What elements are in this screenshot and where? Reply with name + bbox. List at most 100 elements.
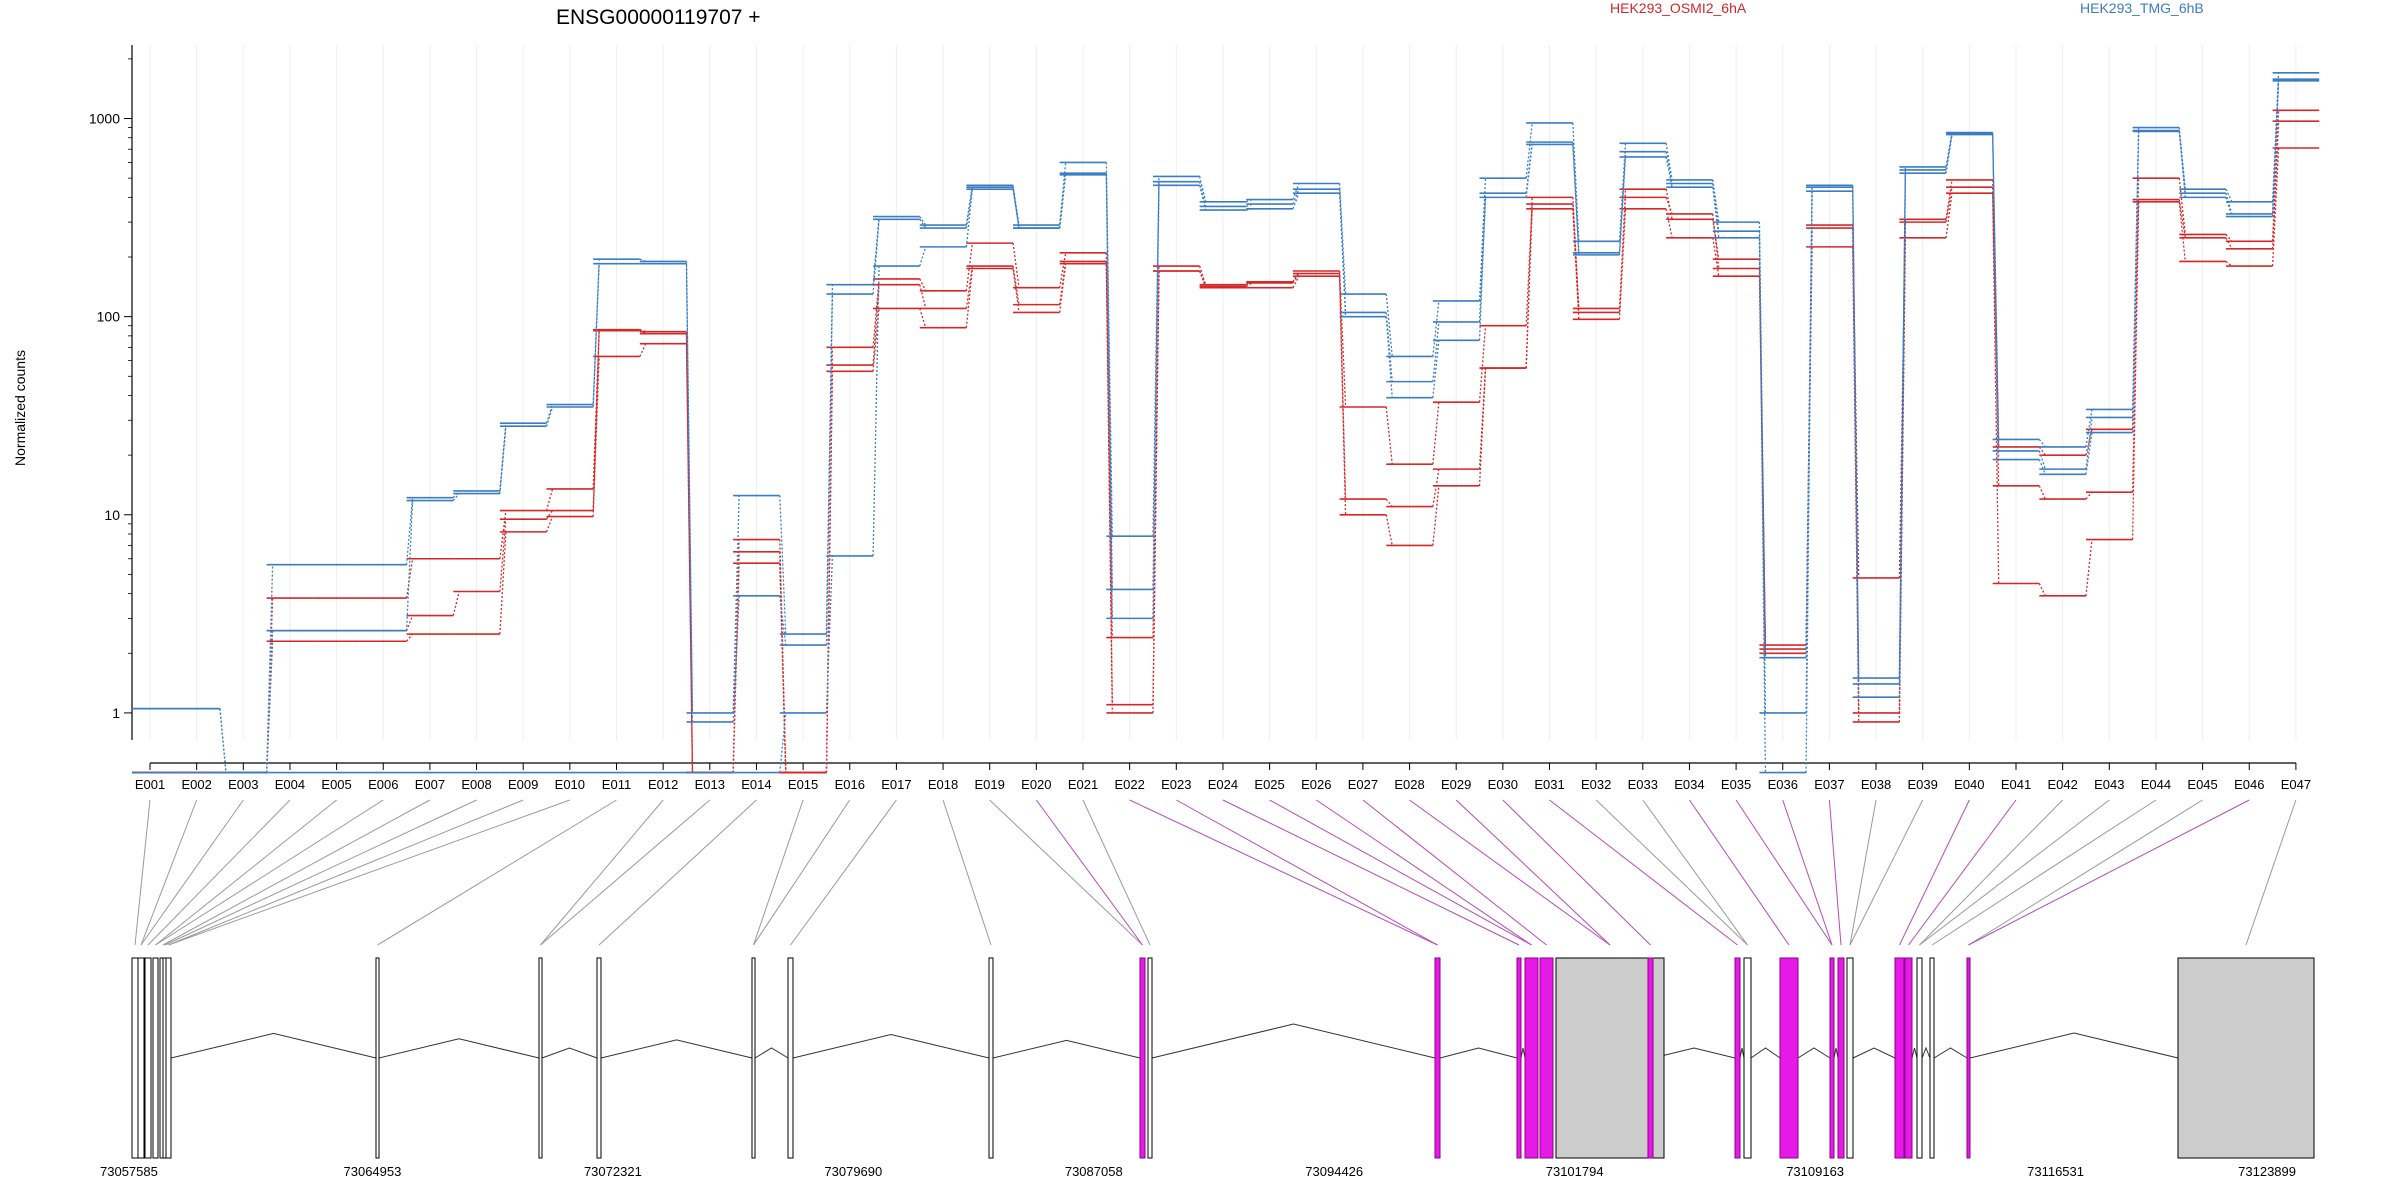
- intron: [792, 1033, 990, 1059]
- series-step: [1852, 191, 1860, 698]
- x-tick-label-e029: E029: [1441, 777, 1471, 792]
- series-step: [1059, 174, 1067, 229]
- connector-e040: [1899, 799, 1970, 946]
- series-step: [965, 189, 974, 247]
- series-step: [779, 712, 787, 773]
- intron: [1797, 1047, 1831, 1059]
- series-step: [1572, 144, 1580, 255]
- connector-e043: [1919, 799, 2110, 946]
- connector-e009: [168, 799, 524, 946]
- series-step: [1385, 316, 1393, 398]
- series-step: [919, 216, 927, 226]
- x-tick-label-e017: E017: [881, 777, 911, 792]
- series-step: [779, 595, 787, 646]
- series-step: [1712, 237, 1720, 277]
- exon-e024: [1516, 957, 1522, 1159]
- exon-e005: [152, 957, 159, 1159]
- series-step: [1525, 144, 1533, 198]
- x-tick-label-e020: E020: [1021, 777, 1051, 792]
- connector-e039: [1849, 799, 1924, 946]
- x-tick-label-e036: E036: [1768, 777, 1798, 792]
- intron: [541, 1047, 598, 1059]
- series-step: [1758, 237, 1767, 773]
- series-step: [1338, 193, 1347, 317]
- x-tick-label-e019: E019: [975, 777, 1005, 792]
- exon-e017: [787, 957, 794, 1159]
- y-tick-label: 100: [97, 309, 121, 325]
- series-step: [872, 284, 880, 366]
- x-tick-label-e040: E040: [1954, 777, 1984, 792]
- connector-e002: [140, 799, 198, 946]
- series-step: [1478, 178, 1487, 301]
- connector-e005: [155, 799, 337, 946]
- series-5: [132, 78, 2320, 774]
- connector-e046: [1968, 799, 2250, 946]
- genomic-coord-label: 73057585: [100, 1164, 158, 1179]
- x-tick-label-e026: E026: [1301, 777, 1331, 792]
- series-step: [1198, 176, 1207, 202]
- intron: [1151, 1023, 1436, 1059]
- connector-e030: [1502, 799, 1651, 946]
- series-step: [1338, 183, 1347, 295]
- connector-e010: [168, 799, 571, 946]
- x-tick-label-e046: E046: [2234, 777, 2264, 792]
- x-tick-label-e044: E044: [2141, 777, 2171, 792]
- genomic-coord-label: 73101794: [1546, 1164, 1604, 1179]
- exon-e004: [144, 957, 152, 1159]
- series-step: [1572, 142, 1580, 253]
- series-step: [1572, 208, 1580, 320]
- series-step: [1992, 187, 2000, 486]
- x-tick-label-e008: E008: [461, 777, 491, 792]
- connector-e018: [942, 799, 992, 946]
- series-step: [1105, 174, 1113, 619]
- gene-model: 73057585 73064953 73072321 73079690 73087058…: [100, 957, 2315, 1179]
- exon-e041: [1904, 957, 1913, 1159]
- plot-area: 1 10 100 1000 E001 E002 E003 E004 E005 E006 E007 E0…: [89, 45, 2320, 792]
- connector-e045: [1968, 799, 2203, 946]
- connector-e033: [1642, 799, 1748, 946]
- series-step: [2225, 260, 2233, 267]
- series-step: [2085, 432, 2093, 475]
- series-step: [919, 218, 927, 229]
- connector-e038: [1849, 799, 1877, 946]
- exon-e046: [1966, 957, 1971, 1159]
- connector-e019: [989, 799, 1143, 946]
- series-step: [1199, 270, 1207, 288]
- series-2: [132, 147, 2320, 774]
- series-step: [592, 356, 600, 517]
- series-step: [1292, 188, 1300, 205]
- series-step: [732, 495, 740, 713]
- connector-e026: [1315, 799, 1532, 946]
- series-1: [132, 120, 2320, 774]
- series-step: [545, 516, 554, 533]
- series-4: [132, 80, 2320, 774]
- y-tick-label: 10: [104, 507, 120, 523]
- series-step: [545, 510, 554, 520]
- series-step: [732, 595, 740, 723]
- series-step: [872, 266, 880, 556]
- series-step: [1898, 169, 1907, 684]
- connector-e003: [140, 799, 244, 946]
- connector-e006: [155, 799, 384, 946]
- series-step: [1432, 485, 1440, 546]
- series-step: [1105, 263, 1113, 713]
- x-tick-label-e005: E005: [321, 777, 351, 792]
- intron: [1933, 1047, 1968, 1059]
- series-step: [732, 563, 740, 773]
- genomic-coord-label: 73094426: [1305, 1164, 1363, 1179]
- series-step: [545, 488, 554, 511]
- series-step: [1478, 368, 1487, 470]
- x-tick-label-e047: E047: [2281, 777, 2311, 792]
- x-tick-label-e011: E011: [602, 777, 631, 792]
- connector-e044: [1931, 799, 2157, 946]
- series-step: [405, 615, 414, 631]
- series-step: [1432, 321, 1440, 382]
- series-step: [919, 246, 927, 267]
- series-step: [1292, 192, 1300, 210]
- exon-e031: [1734, 957, 1741, 1159]
- series-step: [2131, 201, 2140, 540]
- connector-e016: [753, 799, 851, 946]
- series-step: [2085, 539, 2093, 596]
- series-step: [265, 564, 274, 773]
- x-tick-label-e018: E018: [928, 777, 958, 792]
